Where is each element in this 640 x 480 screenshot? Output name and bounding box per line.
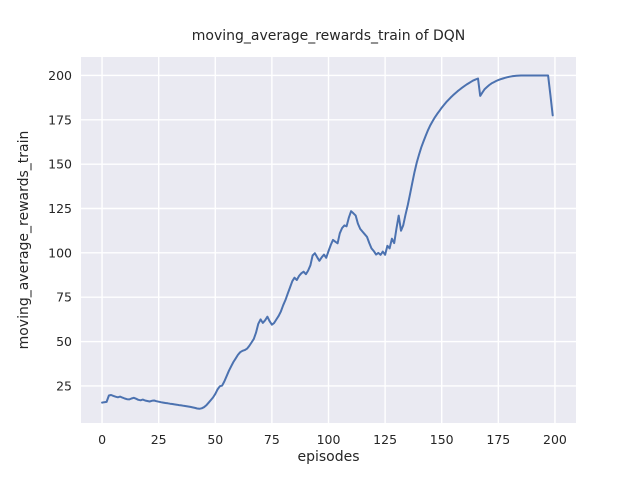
chart-title: moving_average_rewards_train of DQN [191,28,466,44]
x-tick-label: 0 [98,432,106,447]
x-tick-label: 175 [486,432,510,447]
y-tick-label: 50 [56,334,72,349]
x-axis-label: episodes [297,449,360,465]
y-tick-label: 200 [48,68,72,83]
x-tick-label: 150 [430,432,454,447]
x-tick-label: 100 [317,432,341,447]
x-tick-label: 200 [543,432,567,447]
y-tick-label: 25 [56,378,72,393]
y-tick-label: 75 [56,290,72,305]
x-tick-label: 125 [373,432,397,447]
y-tick-label: 175 [48,112,72,127]
data-line [101,74,554,410]
x-tick-label: 50 [207,432,223,447]
y-tick-label: 125 [48,201,72,216]
y-axis-label: moving_average_rewards_train [16,130,32,350]
x-tick-label: 75 [264,432,280,447]
y-tick-label: 150 [48,157,72,172]
x-tick-label: 25 [151,432,167,447]
y-tick-label: 100 [48,245,72,260]
